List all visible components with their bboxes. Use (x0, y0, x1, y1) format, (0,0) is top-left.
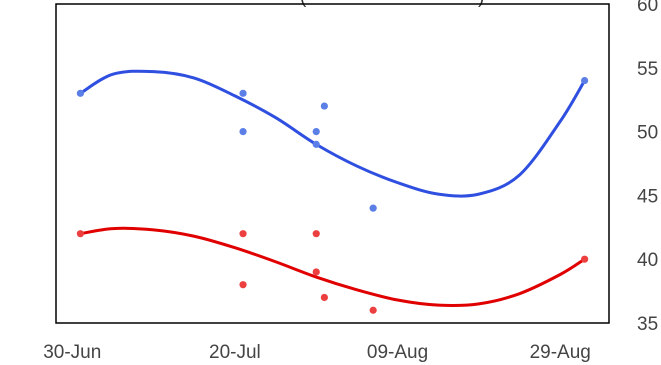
x-axis-ticks: 30-Jun 20-Jul 09-Aug 29-Aug (43, 342, 591, 363)
x-tick-label-1: 30-Jun (43, 342, 101, 363)
series-1-point-7 (369, 204, 377, 212)
x-tick-label-4: 29-Aug (530, 342, 591, 363)
series-2-point-8 (581, 255, 589, 263)
series-2-point-2 (239, 230, 247, 238)
series-1-point-3 (239, 128, 247, 136)
series-2-point-5 (312, 268, 320, 276)
series-2-point-3 (239, 281, 247, 289)
x-tick-label-3: 09-Aug (367, 342, 428, 363)
series-1-point-2 (239, 89, 247, 97)
y-tick-label-6: 60 (637, 0, 658, 16)
series-2-point-7 (369, 306, 377, 314)
series-1-point-8 (581, 76, 589, 85)
series-2-point-1 (76, 230, 84, 238)
series-1-point-6 (320, 102, 328, 110)
y-tick-label-3: 45 (637, 186, 658, 207)
x-tick-label-2: 20-Jul (209, 342, 261, 363)
series-2-point-4 (312, 230, 320, 238)
series-layer (76, 69, 589, 314)
series-1-point-4 (312, 128, 320, 136)
series-2-point-6 (320, 293, 328, 302)
plot-area-border (55, 3, 610, 324)
series-1-point-1 (76, 89, 84, 97)
series-1-trendline (78, 69, 587, 198)
y-tick-label-5: 55 (637, 59, 658, 80)
y-axis-ticks: 35 40 45 50 55 60 (637, 0, 658, 335)
series-1-point-5 (312, 140, 320, 148)
y-tick-label-1: 35 (637, 314, 658, 335)
y-tick-label-4: 50 (637, 123, 658, 144)
y-tick-label-2: 40 (637, 250, 658, 271)
series-2-trendline (78, 226, 587, 308)
